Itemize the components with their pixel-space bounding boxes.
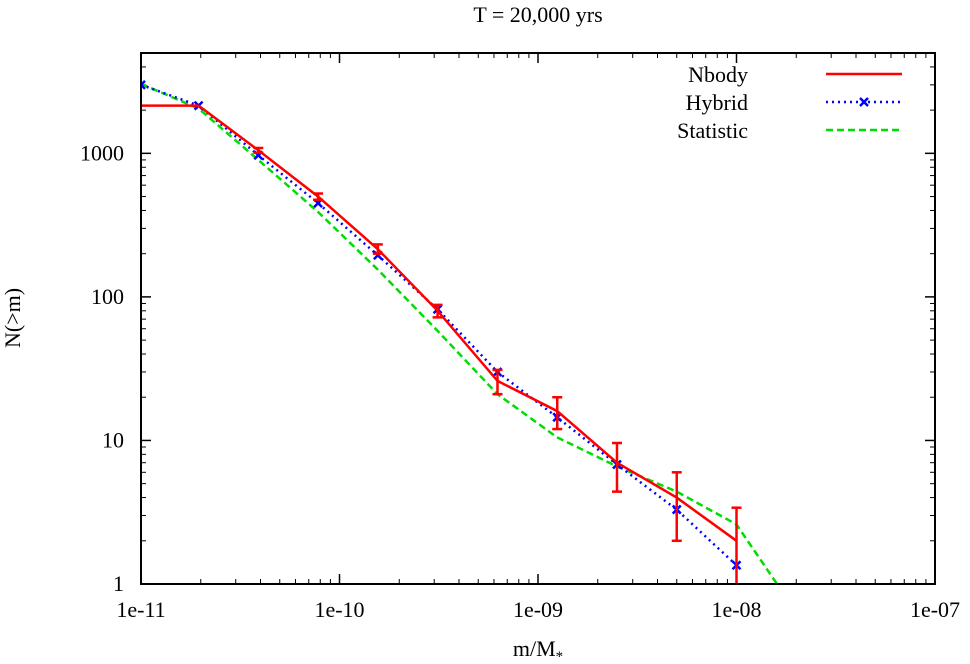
x-tick-label-4: 1e-07: [910, 597, 960, 622]
x-axis-label-main: m/M: [513, 636, 556, 661]
x-tick-label-3: 1e-08: [711, 597, 761, 622]
error-bar-nbody-0: [253, 146, 264, 154]
legend-label-nbody: Nbody: [688, 62, 748, 87]
x-tick-label-0: 1e-11: [116, 597, 165, 622]
y-tick-label-1: 10: [102, 427, 124, 452]
plot-frame: [140, 52, 936, 585]
y-tick-label-3: 1000: [80, 140, 124, 165]
error-bar-nbody-5: [552, 395, 563, 431]
x-tick-label-1: 1e-10: [314, 597, 364, 622]
error-bar-nbody-7: [671, 471, 682, 543]
error-bar-nbody-2: [372, 243, 383, 255]
legend-marker-hybrid: [859, 97, 869, 107]
series-line-hybrid: [141, 83, 738, 567]
x-tick-label-2: 1e-09: [513, 597, 563, 622]
error-bar-nbody-6: [611, 441, 622, 493]
x-axis-label-subscript: *: [556, 649, 564, 664]
error-bar-nbody-1: [313, 192, 324, 202]
series-line-statistic: [141, 82, 779, 584]
chart-title: T = 20,000 yrs: [473, 2, 602, 27]
plot-area: [141, 79, 779, 584]
legend-label-hybrid: Hybrid: [686, 90, 748, 115]
x-axis: 1e-11 1e-10 1e-09 1e-08 1e-07: [116, 53, 960, 622]
y-tick-label-2: 100: [91, 284, 124, 309]
error-bar-nbody-3: [432, 303, 443, 319]
y-axis-label: N(>m): [0, 288, 25, 348]
x-axis-label: m/M*: [513, 636, 563, 664]
y-tick-label-0: 1: [113, 571, 124, 596]
legend-label-statistic: Statistic: [677, 118, 748, 143]
point-hybrid-0: [141, 79, 146, 90]
legend: Nbody Hybrid Statistic: [677, 62, 902, 143]
error-bar-nbody-8: [731, 506, 742, 584]
series-line-nbody: [141, 104, 738, 542]
error-bar-nbody-4: [492, 368, 503, 396]
y-axis: 1 10 100 1000: [80, 52, 935, 596]
